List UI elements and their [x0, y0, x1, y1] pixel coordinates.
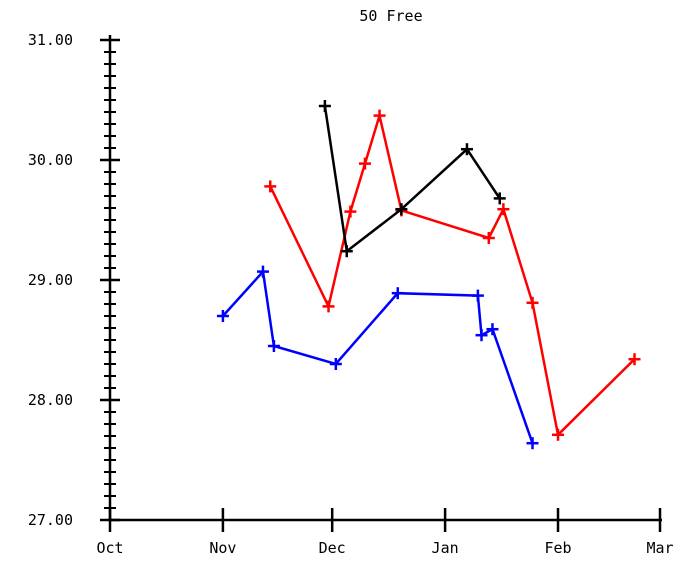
data-point — [256, 265, 269, 278]
series-1 — [264, 109, 641, 441]
x-tick-label: Dec — [319, 539, 346, 557]
data-point — [395, 203, 408, 216]
data-point — [460, 143, 473, 156]
data-point — [486, 323, 499, 336]
data-point — [340, 245, 353, 258]
y-tick-label: 27.00 — [28, 511, 73, 529]
series-3 — [216, 265, 539, 450]
y-tick-label: 28.00 — [28, 391, 73, 409]
y-tick-label: 29.00 — [28, 271, 73, 289]
data-point — [391, 287, 404, 300]
data-point — [373, 109, 386, 122]
data-point — [358, 157, 371, 170]
x-tick-label: Mar — [646, 539, 673, 557]
data-point — [216, 310, 229, 322]
data-point — [267, 340, 280, 352]
series-layer — [216, 100, 641, 450]
data-point — [628, 353, 641, 366]
data-point — [482, 232, 495, 244]
data-point — [264, 180, 277, 193]
data-point — [552, 428, 565, 441]
y-tick-label: 30.00 — [28, 151, 73, 169]
x-tick-label: Feb — [544, 539, 571, 557]
series-2 — [318, 100, 506, 258]
data-point — [344, 205, 357, 218]
y-tick-label: 31.00 — [28, 31, 73, 49]
data-point — [526, 296, 539, 309]
data-point — [526, 437, 539, 450]
x-tick-label: Nov — [209, 539, 236, 557]
data-point — [497, 203, 510, 216]
data-point — [322, 300, 335, 313]
x-tick-label: Jan — [432, 539, 459, 557]
data-point — [471, 289, 484, 302]
chart-title: 50 Free — [359, 7, 422, 25]
data-point — [493, 192, 506, 205]
data-point — [318, 100, 331, 112]
series-line — [323, 105, 501, 254]
x-tick-label: Oct — [96, 539, 123, 557]
data-point — [329, 358, 342, 370]
series-line — [221, 268, 534, 444]
data-point — [475, 329, 488, 342]
axes: 27.00 28.00 29.00 30.00 31.00 Oct Nov Dec Jan Feb… — [28, 31, 674, 557]
